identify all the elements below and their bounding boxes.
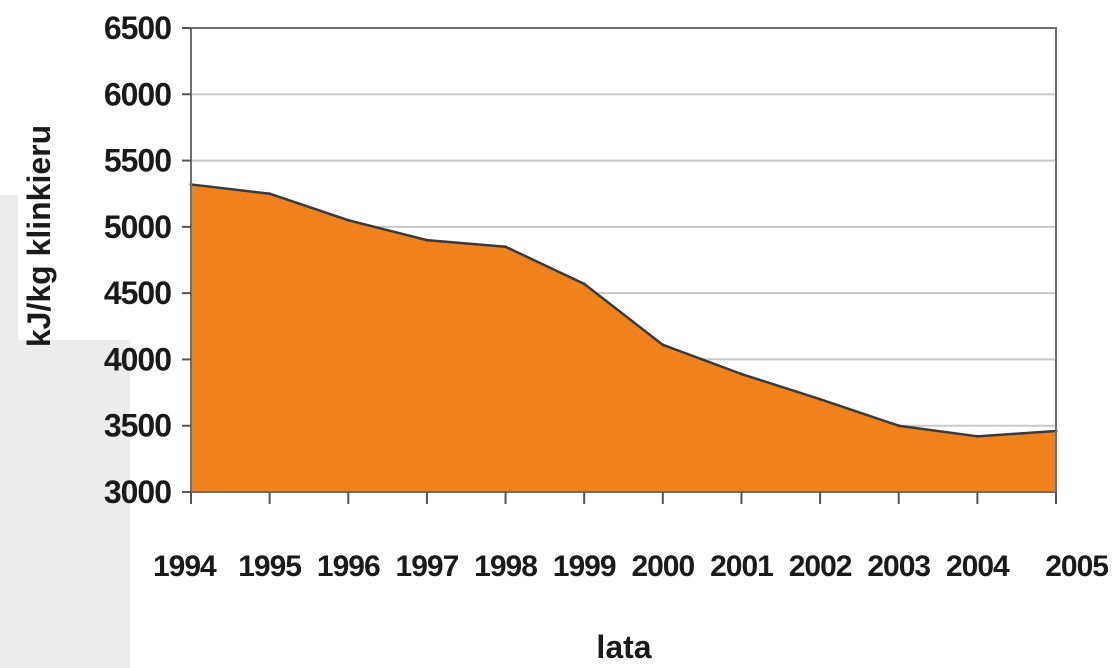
y-tick-label: 6000 [104, 76, 171, 112]
y-tick-label: 5500 [104, 143, 171, 179]
data-point [975, 434, 979, 438]
x-tick-label: 2002 [789, 550, 852, 583]
y-tick-label: 4000 [104, 341, 171, 377]
x-tick-label: 2000 [631, 550, 694, 583]
x-tick-label: 1999 [553, 550, 616, 583]
x-tick-label: 2003 [867, 550, 930, 583]
data-point [346, 218, 350, 222]
plot-area [189, 182, 1058, 493]
y-axis: 3000 3500 4000 4500 5000 5500 6000 6500 [104, 10, 191, 510]
plot-border [190, 27, 1057, 493]
x-tick-label: 1997 [396, 550, 459, 583]
data-point [582, 282, 586, 286]
x-tick-label: 1998 [474, 550, 537, 583]
x-tick-label: 1996 [317, 550, 380, 583]
y-tick-label: 4500 [104, 275, 171, 311]
x-tick-label: 2004 [946, 550, 1010, 583]
x-axis-label: lata [596, 629, 651, 665]
data-point [425, 238, 429, 242]
y-tick-label: 3000 [104, 474, 171, 510]
plot-frame [190, 27, 1057, 493]
x-axis: 1994 1995 1996 1997 1998 1999 2000 2001 2002 2003… [153, 492, 1109, 583]
series-area [191, 184, 1056, 493]
y-tick-label: 6500 [104, 10, 171, 46]
data-point [818, 397, 822, 401]
data-point [661, 343, 665, 347]
data-point [897, 424, 901, 428]
x-tick-label: 2001 [710, 550, 773, 583]
background-panel-lower [0, 340, 130, 668]
series-line [190, 183, 1057, 438]
x-tick-label: 1995 [238, 550, 301, 583]
y-tick-label: 5000 [104, 209, 171, 245]
data-point [268, 192, 272, 196]
y-tick-label: 3500 [104, 408, 171, 444]
y-axis-label: kJ/kg klinkieru [21, 125, 57, 347]
data-point [739, 372, 743, 376]
x-tick-label: 2005 [1045, 550, 1108, 583]
x-tick-label: 1994 [153, 550, 217, 583]
data-point [504, 245, 508, 249]
